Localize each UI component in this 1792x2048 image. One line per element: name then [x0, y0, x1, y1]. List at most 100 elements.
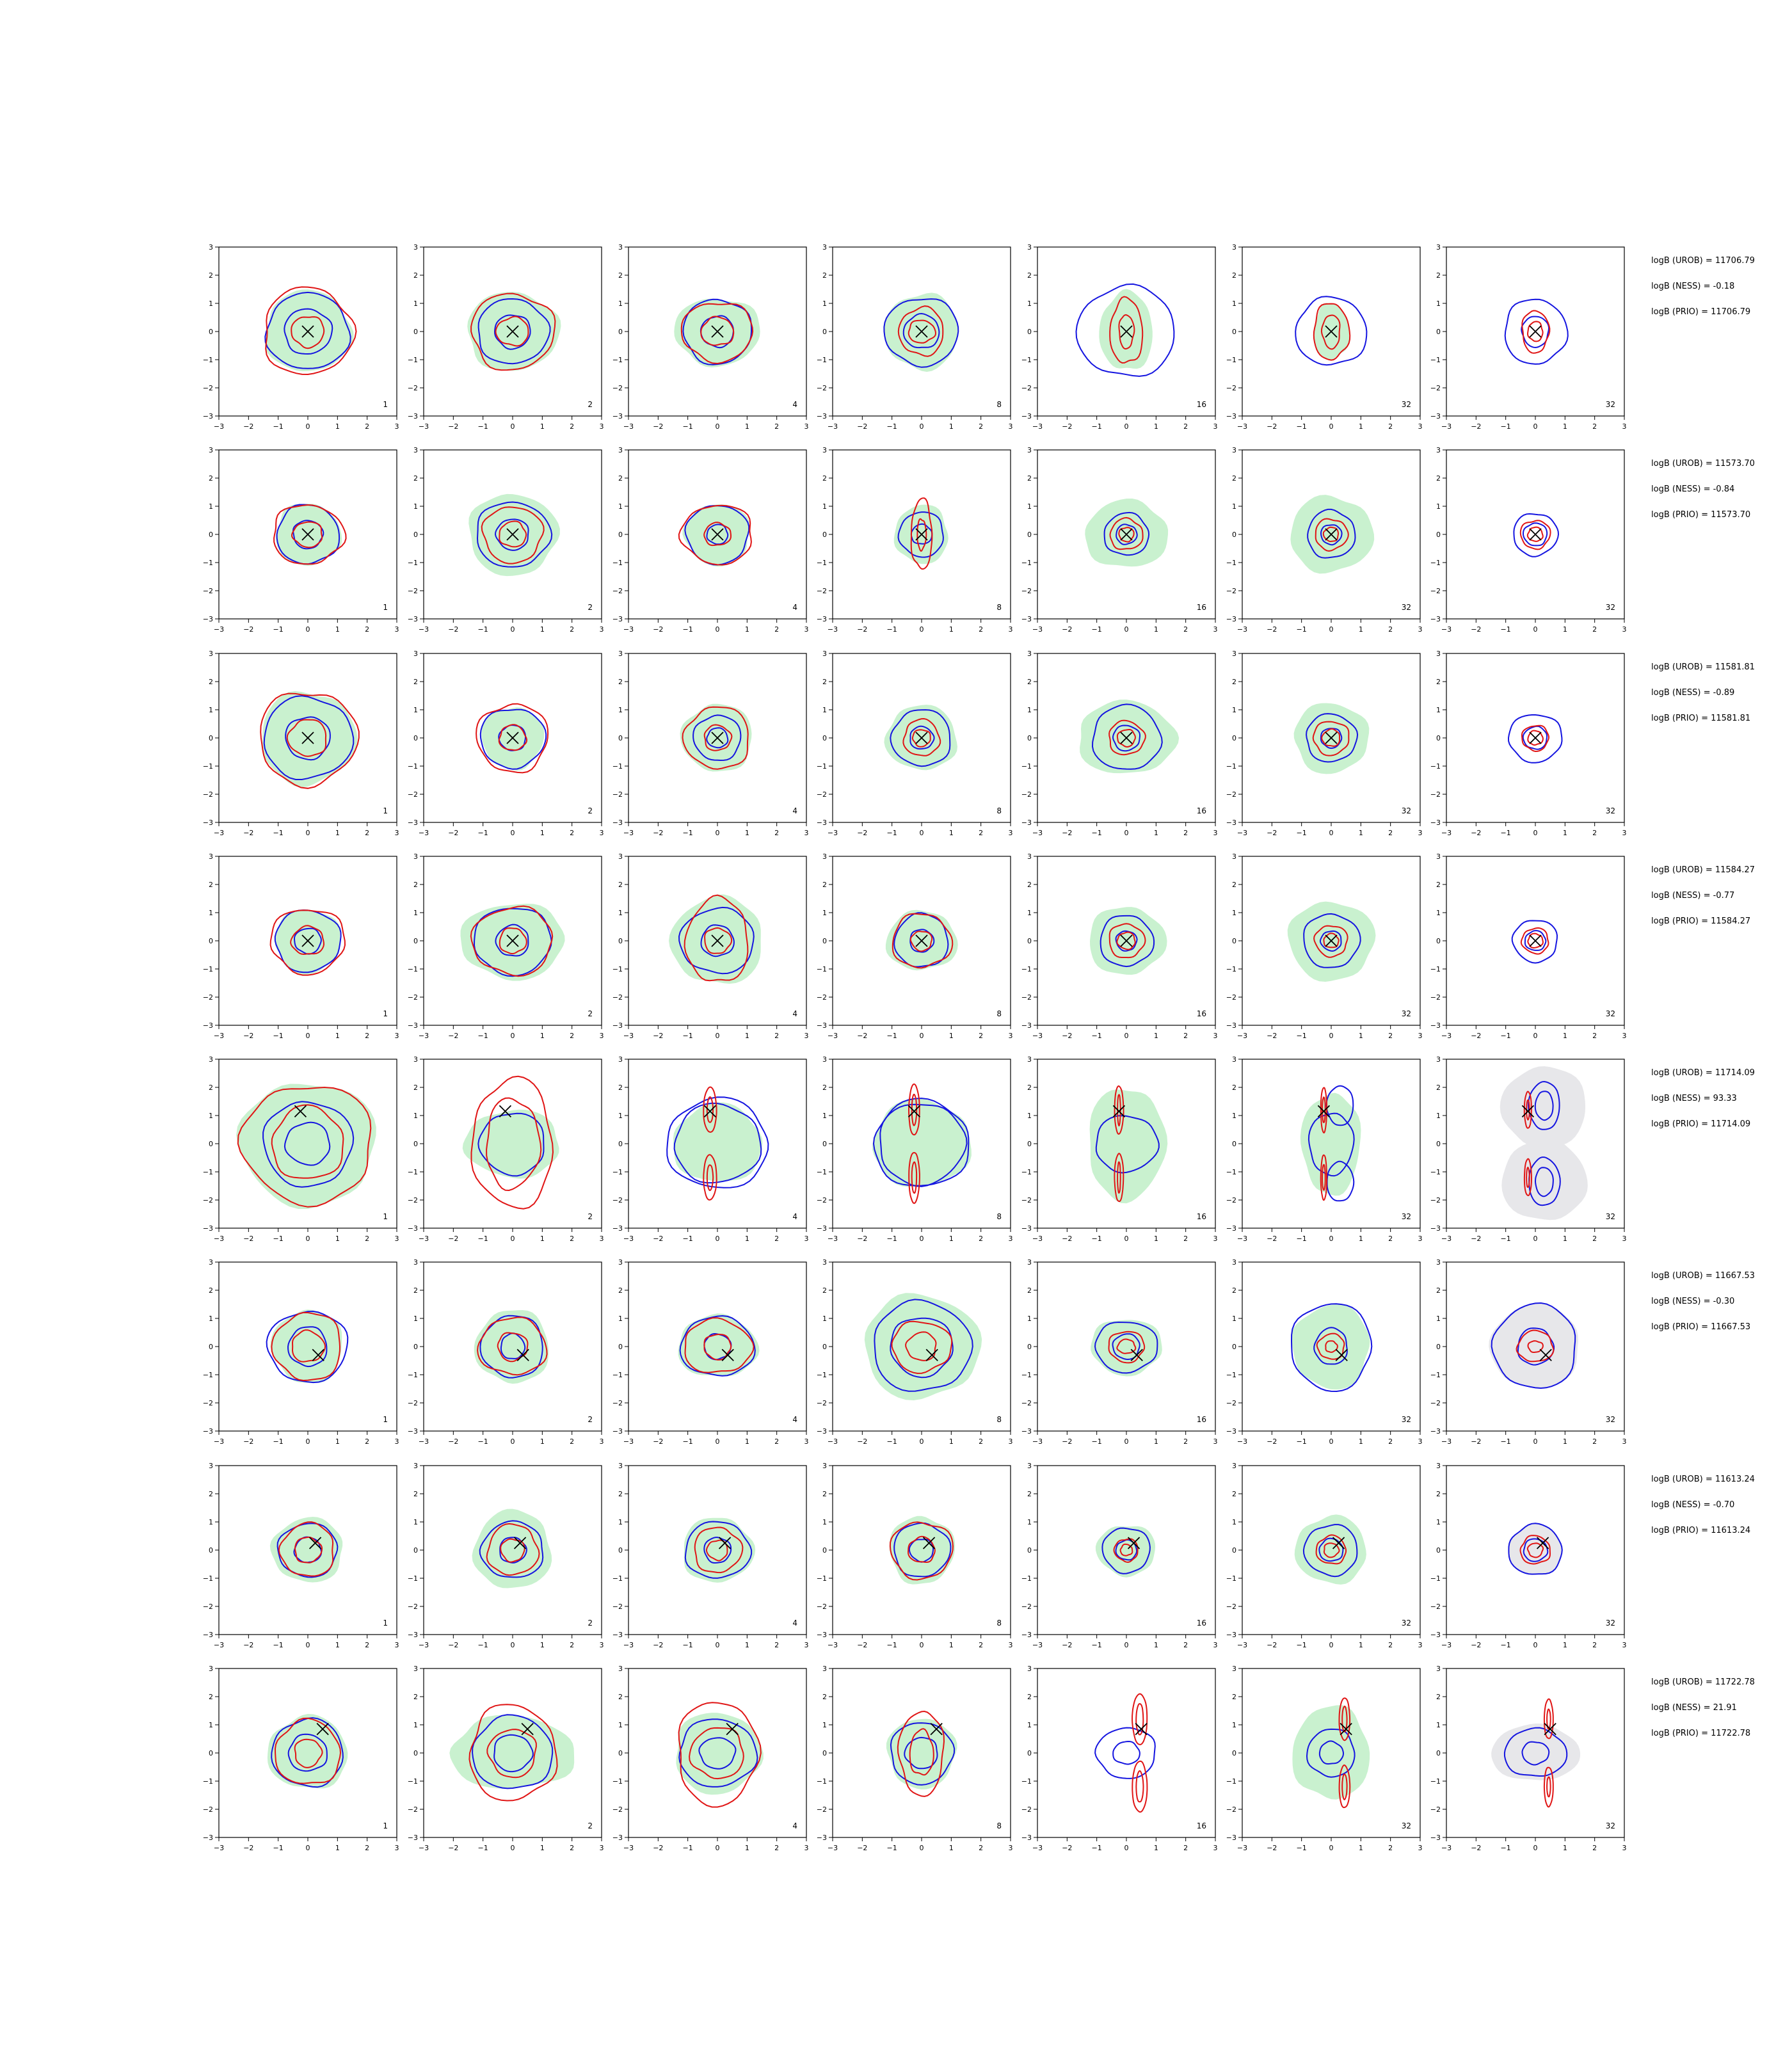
- y-tick-label: 0: [618, 328, 623, 336]
- y-tick-label: −3: [203, 1224, 213, 1233]
- y-tick-label: 0: [209, 328, 213, 336]
- x-tick-label: 0: [306, 1641, 310, 1649]
- panel-corner-label: 2: [588, 1212, 593, 1221]
- blue-contour: [285, 716, 331, 761]
- x-tick-label: 3: [1622, 422, 1627, 431]
- x-tick-label: 3: [804, 422, 809, 431]
- x-tick-label: −1: [1297, 625, 1307, 634]
- y-tick-label: 1: [618, 706, 623, 714]
- panel-r1-c1: −3 −2 −1 0 1 2 3 −3 −2 −1 0 1 2 3 1: [203, 243, 399, 431]
- red-contour: [1523, 1158, 1532, 1197]
- y-tick-label: −3: [817, 1631, 827, 1639]
- x-tick-label: −2: [448, 422, 458, 431]
- y-tick-label: 3: [1232, 1258, 1236, 1267]
- red-contour: [1519, 520, 1551, 550]
- y-tick-label: 2: [413, 1693, 418, 1701]
- panel-r3-c7: −3 −2 −1 0 1 2 3 −3 −2 −1 0 1 2 3 32: [1430, 650, 1627, 837]
- y-tick-label: 2: [413, 474, 418, 483]
- x-tick-label: −3: [623, 1235, 634, 1243]
- x-tick-label: 3: [804, 1641, 809, 1649]
- y-tick-label: 3: [413, 1055, 418, 1064]
- y-tick-label: 2: [1232, 271, 1236, 280]
- x-tick-label: −2: [857, 422, 867, 431]
- x-tick-label: 3: [1009, 829, 1013, 837]
- y-tick-label: −1: [1226, 1574, 1236, 1583]
- x-tick-label: −1: [273, 1437, 284, 1446]
- y-tick-label: −1: [612, 1574, 623, 1583]
- panel-corner-label: 1: [383, 400, 388, 409]
- x-tick-label: 1: [949, 1641, 954, 1649]
- x-tick-label: 0: [306, 829, 310, 837]
- y-tick-label: 0: [413, 937, 418, 945]
- x-tick-label: −3: [1032, 829, 1043, 837]
- x-tick-label: 2: [979, 1235, 983, 1243]
- y-tick-label: 1: [209, 1721, 213, 1729]
- y-tick-label: 1: [1436, 1112, 1441, 1120]
- x-tick-label: −1: [683, 1032, 693, 1040]
- x-tick-label: 0: [306, 1235, 310, 1243]
- y-tick-label: 3: [1027, 243, 1032, 252]
- blue-contour: [479, 1315, 543, 1379]
- x-tick-label: 0: [1329, 1235, 1334, 1243]
- density-region: [1090, 907, 1167, 975]
- panel-r8-c7: −3 −2 −1 0 1 2 3 −3 −2 −1 0 1 2 3 32: [1430, 1665, 1627, 1852]
- y-tick-label: −2: [612, 1805, 623, 1814]
- red-contour: [468, 1704, 558, 1802]
- y-tick-label: −2: [203, 1603, 213, 1611]
- row-stats-r3: logB (UROB) = 11581.81 logB (NESS) = -0.8…: [1651, 662, 1755, 723]
- stat-line: logB (PRIO) = 11581.81: [1651, 714, 1750, 723]
- panel-corner-label: 32: [1402, 603, 1411, 612]
- y-tick-label: 1: [618, 1112, 623, 1120]
- true-value-marker: [915, 732, 928, 744]
- y-tick-label: 1: [413, 1112, 418, 1120]
- y-tick-label: −1: [1226, 1168, 1236, 1176]
- red-contour: [1526, 321, 1544, 342]
- red-contour: [916, 518, 927, 552]
- x-tick-label: 2: [774, 1641, 779, 1649]
- x-tick-label: 0: [1533, 829, 1538, 837]
- density-region: [674, 298, 760, 368]
- y-tick-label: −2: [203, 384, 213, 392]
- panel-r7-c3: −3 −2 −1 0 1 2 3 −3 −2 −1 0 1 2 3 4: [612, 1462, 809, 1649]
- y-tick-label: 1: [209, 1518, 213, 1526]
- density-region: [1300, 1092, 1361, 1196]
- y-tick-label: 2: [1232, 881, 1236, 889]
- true-value-marker: [1317, 1105, 1331, 1118]
- x-tick-label: −2: [1267, 422, 1277, 431]
- red-contour: [1321, 728, 1341, 747]
- x-tick-label: 2: [979, 422, 983, 431]
- x-tick-label: −2: [1267, 1844, 1277, 1852]
- x-tick-label: −2: [653, 1032, 663, 1040]
- x-tick-label: 0: [920, 1844, 924, 1852]
- x-tick-label: 0: [511, 1032, 515, 1040]
- axes-frame: [1037, 1668, 1216, 1838]
- x-tick-label: 3: [1213, 829, 1218, 837]
- panel-corner-label: 4: [792, 1619, 797, 1628]
- x-tick-label: −2: [1062, 1844, 1072, 1852]
- true-value-marker: [506, 934, 519, 947]
- red-contour: [1117, 1161, 1121, 1194]
- y-tick-label: −2: [612, 1603, 623, 1611]
- panel-r1-c5: −3 −2 −1 0 1 2 3 −3 −2 −1 0 1 2 3 16: [1021, 243, 1218, 431]
- y-tick-label: −1: [1021, 1574, 1032, 1583]
- blue-contour: [476, 501, 553, 568]
- y-tick-label: −2: [1021, 993, 1032, 1002]
- y-tick-label: −2: [1430, 587, 1441, 595]
- blue-contour: [1513, 513, 1560, 557]
- y-tick-label: 3: [1027, 1055, 1032, 1064]
- density-region: [1290, 495, 1375, 574]
- y-tick-label: 3: [413, 446, 418, 454]
- true-value-marker: [521, 1722, 534, 1736]
- red-contour: [498, 724, 528, 751]
- row-stats-r7: logB (UROB) = 11613.24 logB (NESS) = -0.7…: [1651, 1475, 1755, 1535]
- red-contour: [1526, 526, 1544, 542]
- red-contour: [1520, 927, 1549, 955]
- y-tick-label: −1: [1021, 1168, 1032, 1176]
- y-tick-label: 1: [1232, 1518, 1236, 1526]
- x-tick-label: 3: [1622, 1437, 1627, 1446]
- y-tick-label: −1: [1021, 762, 1032, 771]
- x-tick-label: 0: [920, 1437, 924, 1446]
- y-tick-label: −2: [1021, 1805, 1032, 1814]
- y-tick-label: −3: [817, 412, 827, 420]
- x-tick-label: 3: [1009, 1032, 1013, 1040]
